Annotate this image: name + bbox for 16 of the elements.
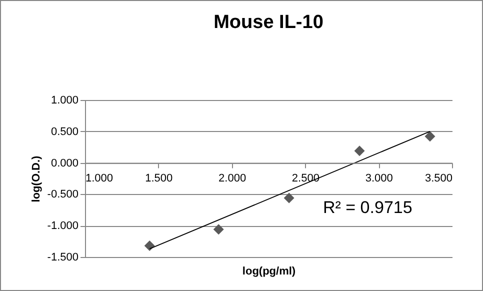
- y-tick-label: 0.500: [50, 126, 78, 138]
- y-axis-title: log(O.D.): [30, 155, 42, 202]
- y-tick-label: -0.500: [47, 188, 78, 201]
- annotation: R² = 0.9715: [323, 198, 412, 218]
- y-tick-label: -1.500: [47, 252, 78, 264]
- x-tick-label: 3.000: [365, 172, 393, 184]
- x-tick-label: 3.500: [424, 172, 452, 184]
- chart-title: Mouse IL-10: [214, 12, 324, 33]
- x-tick-label: 1.000: [86, 172, 114, 184]
- y-tick-label: 0.000: [50, 157, 78, 170]
- y-tick-label: -1.000: [47, 220, 78, 232]
- x-tick-label: 1.500: [145, 172, 173, 184]
- y-tick-label: 1.000: [50, 94, 78, 106]
- x-tick-label: 2.500: [292, 172, 320, 184]
- x-axis-title: log(pg/ml): [242, 266, 296, 278]
- x-tick-label: 2.000: [218, 172, 246, 184]
